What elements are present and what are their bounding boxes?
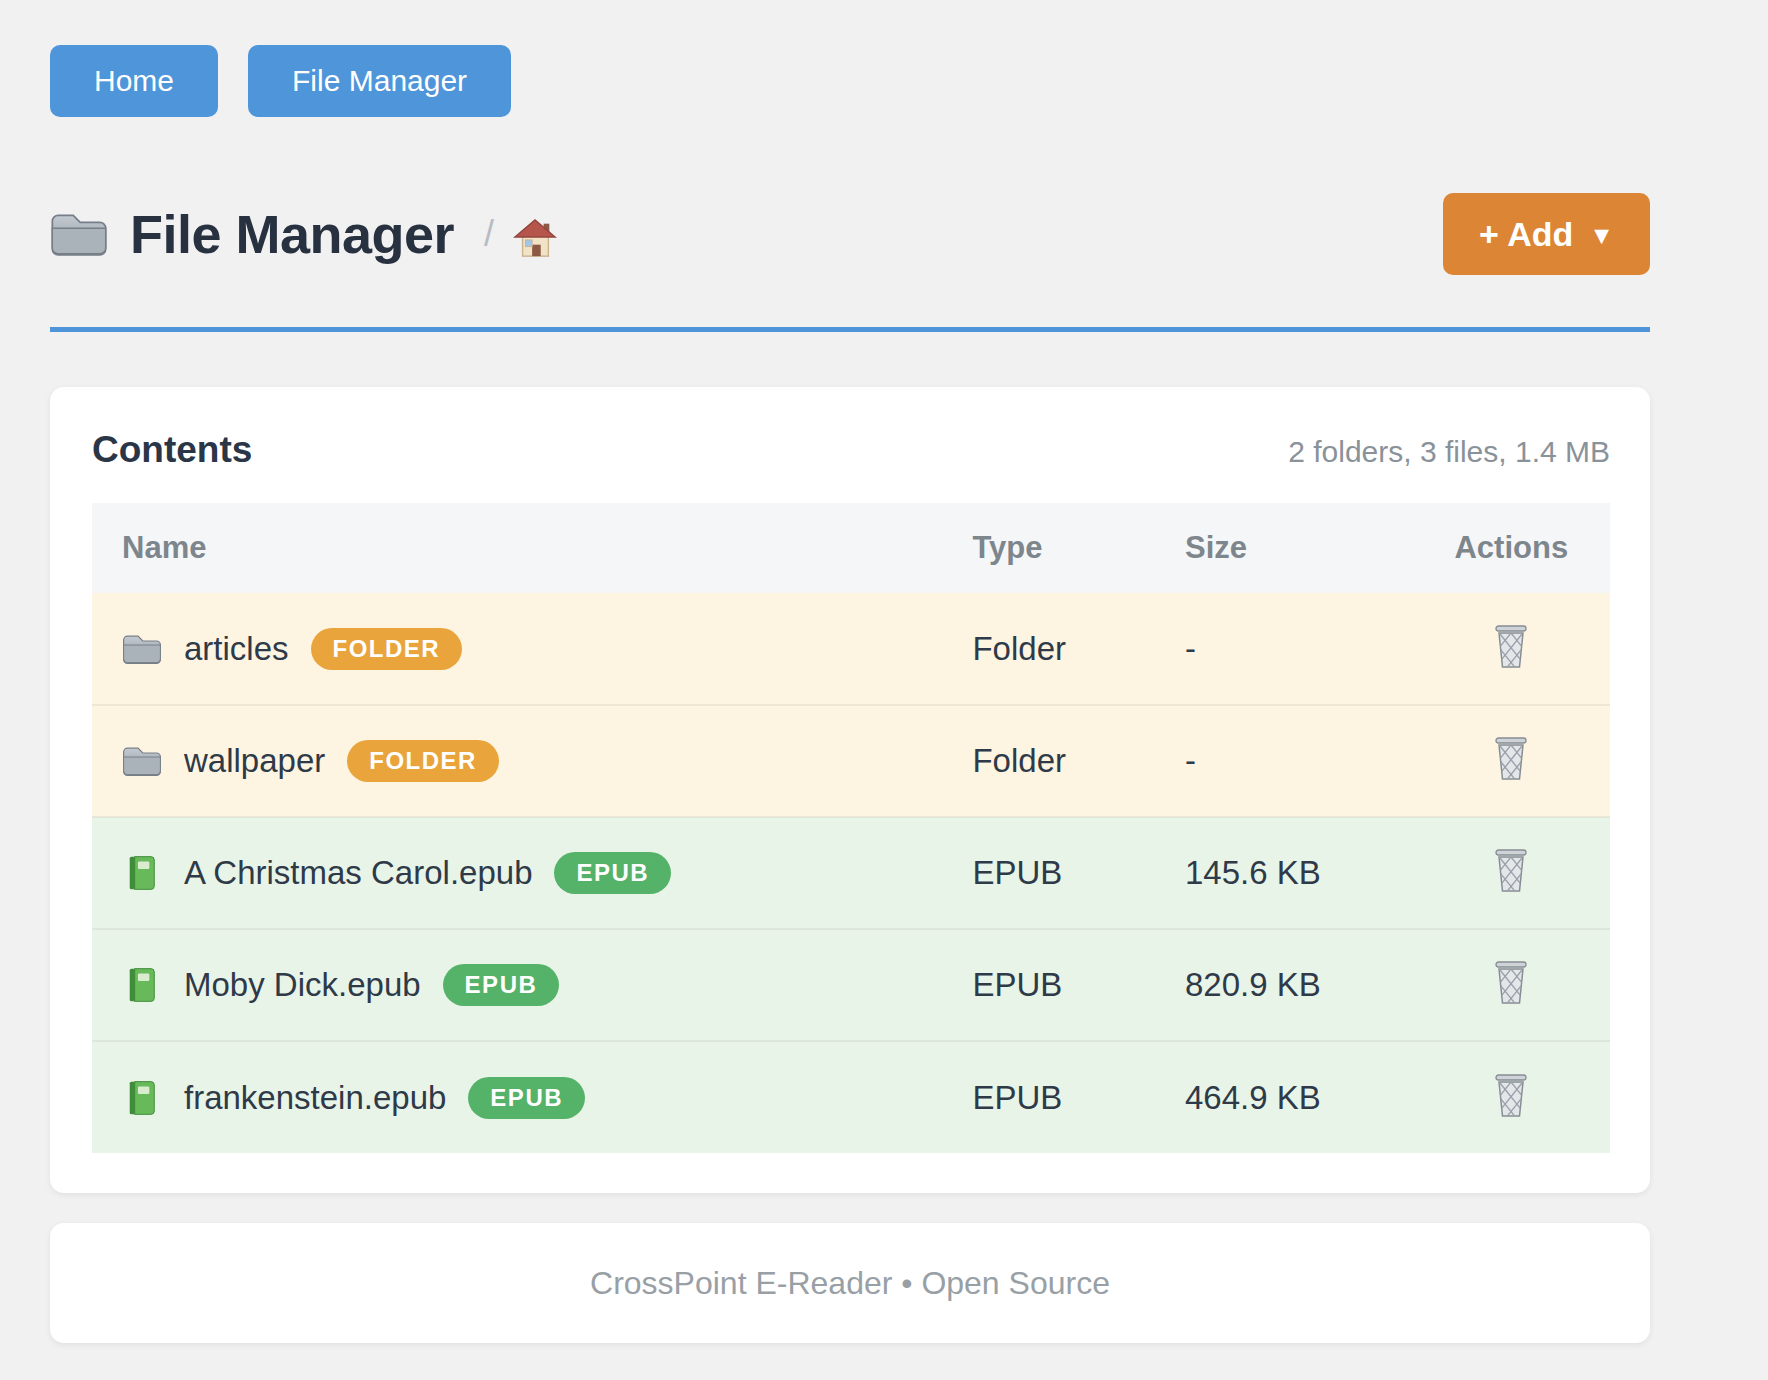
trash-icon — [1491, 624, 1531, 670]
trash-icon — [1491, 1073, 1531, 1119]
table-body: articles FOLDER Folder - wallpaper FOLDE… — [92, 593, 1610, 1153]
type-cell: EPUB — [972, 929, 1185, 1041]
home-nav-button[interactable]: Home — [50, 45, 218, 117]
size-cell: 464.9 KB — [1185, 1041, 1413, 1153]
footer: CrossPoint E-Reader • Open Source — [50, 1223, 1650, 1343]
home-icon[interactable] — [512, 217, 558, 259]
delete-button[interactable] — [1487, 620, 1535, 674]
type-badge: FOLDER — [347, 740, 499, 782]
panel-title: Contents — [92, 429, 252, 471]
file-name-link[interactable]: wallpaper — [184, 742, 325, 780]
contents-panel: Contents 2 folders, 3 files, 1.4 MB Name… — [50, 387, 1650, 1193]
page-header: File Manager / + Add ▼ — [50, 193, 1650, 275]
column-header-size: Size — [1185, 503, 1413, 593]
column-header-type: Type — [972, 503, 1185, 593]
column-header-name: Name — [92, 503, 972, 593]
page-title: File Manager — [130, 203, 454, 265]
breadcrumb-separator: / — [484, 213, 494, 255]
file-name-link[interactable]: frankenstein.epub — [184, 1079, 446, 1117]
footer-text: CrossPoint E-Reader • Open Source — [590, 1265, 1110, 1302]
green-book-icon — [122, 855, 162, 891]
trash-icon — [1491, 736, 1531, 782]
delete-button[interactable] — [1487, 956, 1535, 1010]
type-cell: EPUB — [972, 1041, 1185, 1153]
type-cell: Folder — [972, 593, 1185, 705]
file-name-link[interactable]: articles — [184, 630, 289, 668]
type-badge: FOLDER — [311, 628, 463, 670]
delete-button[interactable] — [1487, 844, 1535, 898]
add-button[interactable]: + Add ▼ — [1443, 193, 1650, 275]
type-cell: Folder — [972, 705, 1185, 817]
file-table: Name Type Size Actions articles FOLDER F… — [92, 503, 1610, 1153]
table-row: articles FOLDER Folder - — [92, 593, 1610, 705]
add-button-label: + Add — [1479, 217, 1573, 251]
type-cell: EPUB — [972, 817, 1185, 929]
top-nav: Home File Manager — [50, 0, 1650, 117]
table-header-row: Name Type Size Actions — [92, 503, 1610, 593]
type-badge: EPUB — [443, 964, 560, 1006]
size-cell: - — [1185, 705, 1413, 817]
size-cell: - — [1185, 593, 1413, 705]
folder-icon — [122, 743, 162, 779]
table-row: frankenstein.epub EPUB EPUB 464.9 KB — [92, 1041, 1610, 1153]
type-badge: EPUB — [468, 1077, 585, 1119]
delete-button[interactable] — [1487, 732, 1535, 786]
table-row: A Christmas Carol.epub EPUB EPUB 145.6 K… — [92, 817, 1610, 929]
trash-icon — [1491, 848, 1531, 894]
page: Home File Manager File Manager / + Add ▼… — [50, 0, 1650, 1343]
caret-down-icon: ▼ — [1589, 223, 1614, 248]
table-row: Moby Dick.epub EPUB EPUB 820.9 KB — [92, 929, 1610, 1041]
folder-icon — [122, 631, 162, 667]
size-cell: 145.6 KB — [1185, 817, 1413, 929]
contents-summary: 2 folders, 3 files, 1.4 MB — [1288, 435, 1610, 469]
delete-button[interactable] — [1487, 1069, 1535, 1123]
trash-icon — [1491, 960, 1531, 1006]
type-badge: EPUB — [554, 852, 671, 894]
green-book-icon — [122, 1080, 162, 1116]
folder-icon — [50, 209, 108, 259]
green-book-icon — [122, 967, 162, 1003]
column-header-actions: Actions — [1413, 503, 1610, 593]
table-row: wallpaper FOLDER Folder - — [92, 705, 1610, 817]
header-divider — [50, 327, 1650, 332]
file-name-link[interactable]: A Christmas Carol.epub — [184, 854, 532, 892]
file-name-link[interactable]: Moby Dick.epub — [184, 966, 421, 1004]
file-manager-nav-button[interactable]: File Manager — [248, 45, 511, 117]
size-cell: 820.9 KB — [1185, 929, 1413, 1041]
